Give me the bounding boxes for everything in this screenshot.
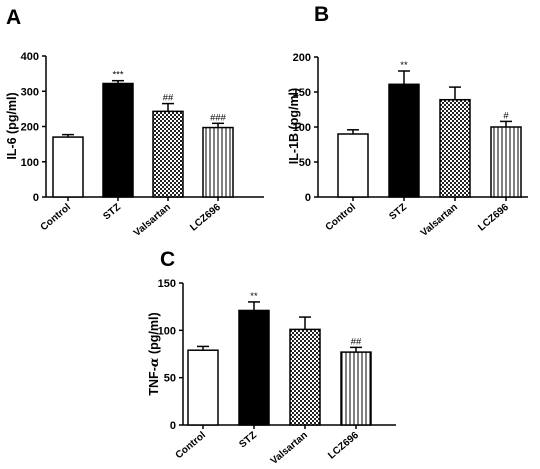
panel-a-y-tick-label: 0 [33,192,39,204]
panel-b-bar-stz [388,83,420,198]
panel-b-y-tick-label: 50 [299,157,311,169]
panel-c-bar-control [187,349,219,426]
panel-b-y-tick-label: 0 [305,192,311,204]
y-axis-title-tnfa-alpha: α [146,357,161,367]
panel-a-category-label-control: Control [39,202,73,233]
panel-c-bar-valsartan [289,328,321,426]
y-axis-title-tnfa-prefix: TNF- [147,367,161,395]
panel-b-bar-lcz696 [490,126,522,198]
panel-b-category-label-lcz696: LCZ696 [476,202,511,234]
panel-a-category-label-stz: STZ [101,202,123,223]
panel-a-y-tick-label: 300 [21,86,39,98]
panel-letter-b: B [314,3,329,26]
panel-c-y-tick-label: 100 [158,325,176,337]
panel-a-il6-chart: A IL-6 (pg/ml) 0 100 200 300 400 Control *** ST… [5,6,264,239]
panel-b-y-tick-label: 100 [293,122,311,134]
y-axis-title-il1b: IL-1B (pg/ml) [287,88,301,164]
panel-b-y-tick-label: 200 [293,52,311,64]
panel-a-y-tick-label: 100 [21,157,39,169]
panel-a-y-tick-label: 400 [21,51,39,63]
panel-letter-c: C [160,248,175,271]
panel-c-bar-lcz696 [340,351,372,426]
panel-b-significance-lcz696: # [503,110,509,121]
panel-c-y-tick-label: 50 [164,373,176,385]
panel-a-bar-valsartan [152,110,184,198]
panel-a-significance-stz: *** [112,70,123,81]
panel-c-significance-stz: ** [250,291,258,302]
panel-b-bar-valsartan [439,98,471,198]
panel-c-significance-lcz696: ## [351,336,362,347]
panel-c-y-tick-label: 0 [170,420,176,432]
panel-b-bar-control [337,133,369,198]
panel-a-bar-stz [102,82,134,198]
panel-b-category-label-valsartan: Valsartan [419,202,460,239]
panel-b-category-label-control: Control [324,202,358,233]
panel-a-significance-valsartan: ## [163,93,174,104]
panel-a-bar-lcz696 [202,126,234,198]
y-axis-title-tnfa-suffix: (pg/ml) [147,312,161,357]
panel-c-category-label-valsartan: Valsartan [269,430,310,467]
panel-a-category-label-lcz696: LCZ696 [188,202,223,234]
panel-a-bar-control [52,136,84,198]
panel-b-category-label-stz: STZ [387,202,409,223]
panel-c-y-tick-label: 150 [158,278,176,290]
panel-c-category-label-lcz696: LCZ696 [326,430,361,462]
panel-c-category-label-control: Control [174,430,208,461]
panel-a-category-label-valsartan: Valsartan [132,202,173,239]
panel-b-significance-stz: ** [400,60,408,71]
y-axis-title-tnfa: TNF-α (pg/ml) [146,312,161,395]
panel-b-il1b-chart: B IL-1B (pg/ml) 0 50 100 150 200 Control ** STZ… [287,3,528,239]
panel-a-y-tick-label: 200 [21,122,39,134]
panel-c-category-label-stz: STZ [237,430,259,451]
y-axis-title-il6: IL-6 (pg/ml) [5,92,19,159]
panel-c-bar-stz [238,309,270,426]
panel-a-significance-lcz696: ### [210,112,227,123]
panel-c-tnfa-chart: C TNF-α (pg/ml) 0 50 100 150 Control ** STZ Val… [146,248,396,467]
panel-letter-a: A [6,6,21,29]
panel-b-y-tick-label: 150 [293,87,311,99]
